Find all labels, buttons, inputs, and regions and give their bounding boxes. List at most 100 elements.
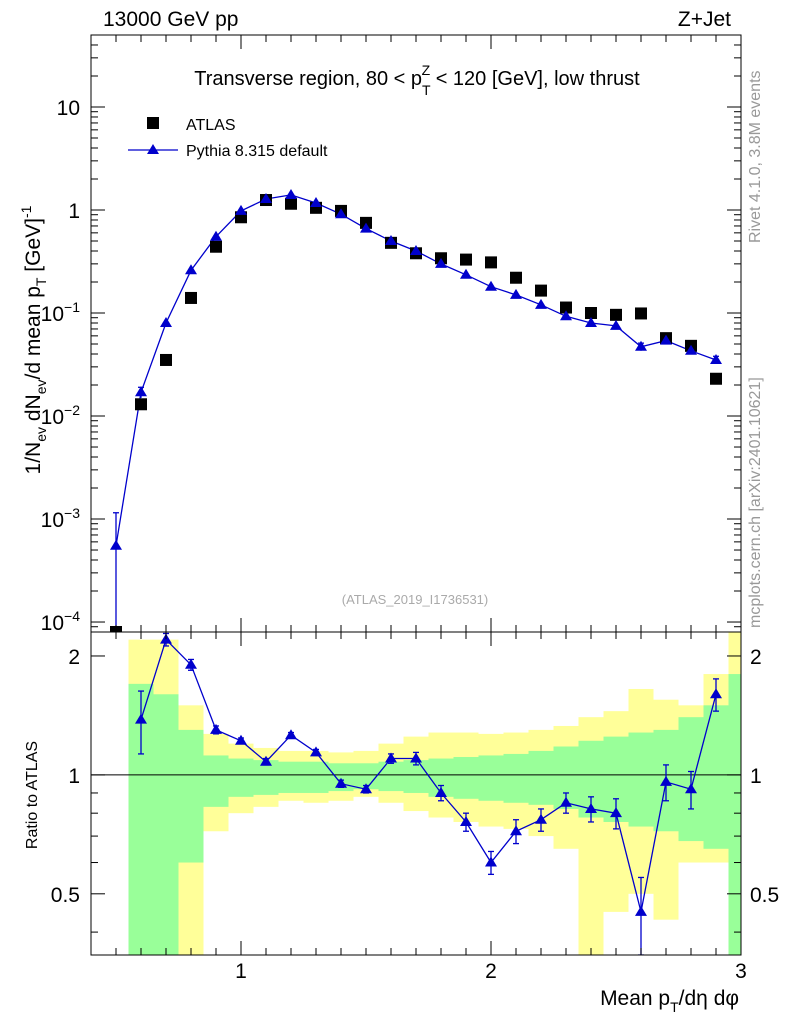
analysis-watermark: (ATLAS_2019_I1736531): [342, 592, 488, 607]
y-tick-label: 10−4: [41, 608, 81, 635]
atlas-point: [485, 256, 497, 269]
pythia-point: [485, 280, 497, 291]
ratio-ticks: 0.5 0.5 1 1 2 2 1 2 3: [51, 632, 779, 983]
y-tick-label: 10: [57, 97, 80, 120]
uncertainty-band-green: [628, 732, 654, 827]
ratio-point: [135, 713, 147, 724]
atlas-point: [535, 284, 547, 297]
pythia-point: [135, 386, 147, 397]
x-tick-label: 3: [735, 960, 747, 983]
ratio-point: [535, 813, 547, 824]
pythia-point: [560, 310, 572, 321]
pythia-point: [110, 539, 122, 550]
atlas-point: [185, 291, 197, 304]
ratio-point: [435, 786, 447, 797]
uncertainty-band-green: [403, 760, 429, 793]
x-tick-label: 1: [235, 960, 247, 983]
main-y-axis-label: 1/Nev dNev/d mean pT [GeV]-1: [18, 205, 49, 474]
pythia-point: [335, 208, 347, 219]
ratio-point: [710, 688, 722, 699]
ratio-point: [235, 734, 247, 745]
ratio-point: [210, 723, 222, 734]
y-tick-label: 10−2: [41, 402, 81, 429]
ratio-y-tick-label-left: 2: [68, 646, 80, 669]
atlas-point: [585, 307, 597, 320]
ratio-point: [285, 729, 297, 740]
ratio-panel: 0.5 0.5 1 1 2 2 1 2 3 Ratio to ATLAS Mean pT/dη …: [24, 631, 779, 1015]
pythia-point: [360, 222, 372, 233]
atlas-point: [135, 398, 147, 411]
uncertainty-band-green: [728, 674, 741, 955]
uncertainty-band-green: [203, 755, 229, 807]
uncertainty-band-green: [478, 755, 504, 801]
mcplots-label: mcplots.cern.ch [arXiv:2401.10621]: [747, 377, 764, 628]
uncertainty-band-green: [703, 705, 729, 849]
legend-atlas-label: ATLAS: [186, 117, 236, 134]
pythia-point: [260, 192, 272, 203]
atlas-point: [560, 301, 572, 314]
ratio-y-tick-label-right: 1: [750, 765, 762, 788]
ratio-point: [185, 658, 197, 669]
pythia-point: [535, 298, 547, 309]
uncertainty-band-green: [528, 750, 554, 805]
header-left: 13000 GeV pp: [103, 8, 238, 31]
ratio-point: [460, 815, 472, 826]
atlas-point: [285, 197, 297, 210]
ratio-point: [260, 755, 272, 766]
pythia-point: [685, 344, 697, 355]
y-tick-label: 10−3: [41, 505, 81, 532]
pythia-point: [185, 264, 197, 275]
main-ticks: 10−4 10−3 10−2 10−1 1 10: [41, 34, 742, 635]
uncertainty-band-green: [228, 758, 254, 797]
uncertainty-band-green: [503, 753, 529, 803]
pythia-point: [410, 244, 422, 255]
chart-title: Transverse region, 80 < pTZ < 120 [GeV],…: [194, 62, 640, 98]
x-axis-label: Mean pT/dη dφ: [600, 987, 739, 1015]
ratio-y-tick-label-left: 0.5: [51, 884, 80, 907]
uncertainty-band-green: [153, 694, 179, 955]
atlas-point: [635, 307, 647, 320]
ratio-y-tick-label-left: 1: [68, 765, 80, 788]
pythia-point: [160, 316, 172, 327]
main-panel: 10−4 10−3 10−2 10−1 1 10 Transverse region, 8…: [18, 34, 742, 635]
ratio-point: [585, 802, 597, 813]
atlas-point: [160, 353, 172, 366]
header-right: Z+Jet: [678, 8, 731, 31]
atlas-point: [460, 253, 472, 266]
pythia-point: [635, 340, 647, 351]
ratio-point: [485, 856, 497, 867]
ratio-point: [510, 825, 522, 836]
pythia-point: [660, 334, 672, 345]
pythia-point: [610, 319, 622, 330]
pythia-point: [585, 316, 597, 327]
pythia-point: [435, 257, 447, 268]
ratio-y-tick-label-right: 2: [750, 646, 762, 669]
pythia-point: [385, 235, 397, 246]
ratio-point: [335, 777, 347, 788]
atlas-point: [510, 271, 522, 284]
pythia-point: [310, 196, 322, 207]
pythia-point: [460, 268, 472, 279]
pythia-point: [710, 353, 722, 364]
pythia-point: [510, 288, 522, 299]
x-tick-label: 2: [485, 960, 497, 983]
uncertainty-band-green: [453, 756, 479, 799]
legend: ATLAS Pythia 8.315 default: [128, 117, 328, 160]
atlas-point: [210, 240, 222, 253]
uncertainty-band-green: [378, 761, 404, 792]
legend-atlas-marker: [147, 117, 159, 129]
main-plot-area: [110, 188, 722, 632]
uncertainty-band-green: [303, 761, 329, 793]
ratio-y-tick-label-right: 0.5: [750, 884, 779, 907]
ratio-point: [635, 905, 647, 916]
ratio-line: [140, 638, 717, 913]
atlas-point: [610, 308, 622, 321]
y-tick-label: 10−1: [41, 299, 81, 326]
uncertainty-band-green: [253, 760, 279, 795]
pythia-point: [235, 204, 247, 215]
uncertainty-band-green: [278, 761, 304, 793]
ratio-point: [360, 783, 372, 794]
atlas-point: [710, 372, 722, 385]
ratio-y-axis-label: Ratio to ATLAS: [24, 741, 41, 849]
